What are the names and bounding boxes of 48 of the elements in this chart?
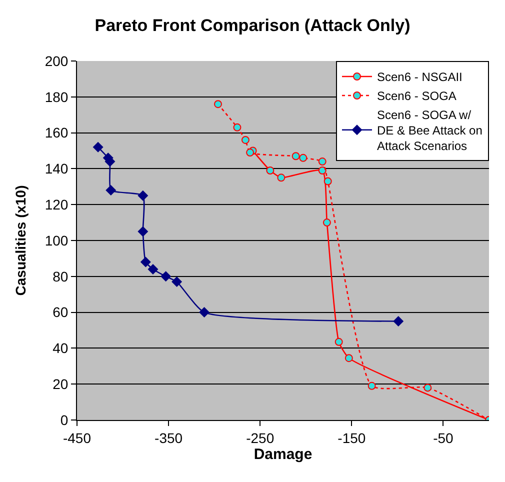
point — [322, 218, 331, 227]
y-tick-label: 120 — [44, 196, 68, 212]
point — [344, 354, 353, 362]
point — [277, 174, 286, 182]
point — [148, 264, 158, 274]
x-tick-label: -250 — [246, 430, 274, 446]
y-tick-label: 100 — [44, 232, 68, 248]
x-axis-title: Damage — [254, 446, 312, 463]
point — [233, 123, 242, 132]
point — [266, 166, 274, 174]
point — [93, 142, 104, 152]
point — [299, 154, 308, 162]
legend-label: Scen6 - SOGA — [377, 89, 456, 104]
y-tick-label: 140 — [44, 160, 68, 177]
point — [138, 226, 148, 237]
point — [324, 177, 332, 186]
x-tick-label: -350 — [154, 430, 183, 446]
legend-label: Scen6 - NSGAII — [377, 70, 462, 84]
point — [138, 190, 148, 201]
y-tick-label: 200 — [44, 52, 68, 69]
point — [160, 271, 171, 282]
point — [241, 136, 250, 144]
y-tick-label: 160 — [44, 124, 68, 141]
y-tick-label: 0 — [60, 412, 68, 428]
chart-title: Pareto Front Comparison (Attack Only) — [94, 16, 410, 36]
y-axis-title: Casualities (x10) — [12, 185, 28, 296]
point — [172, 276, 182, 287]
point — [318, 166, 326, 174]
legend-label: Scen6 - SOGA w/ DE & Bee Attack on Attack Scenarios — [377, 108, 482, 154]
point — [368, 382, 376, 390]
point — [292, 152, 300, 160]
x-tick-label: -450 — [62, 430, 92, 446]
x-tick-label: -150 — [338, 430, 366, 446]
point — [140, 256, 151, 268]
y-tick-label: 80 — [52, 268, 68, 284]
point — [424, 384, 432, 392]
point — [199, 307, 210, 318]
y-tick-label: 60 — [52, 304, 68, 320]
x-tick-label: -50 — [433, 430, 454, 446]
y-tick-label: 20 — [52, 376, 68, 392]
y-tick-label: 40 — [52, 340, 68, 356]
point — [318, 158, 326, 166]
point — [106, 185, 116, 196]
point — [246, 148, 254, 157]
point — [334, 338, 343, 346]
point — [393, 316, 404, 326]
point — [214, 100, 222, 108]
y-tick-label: 180 — [44, 88, 68, 105]
